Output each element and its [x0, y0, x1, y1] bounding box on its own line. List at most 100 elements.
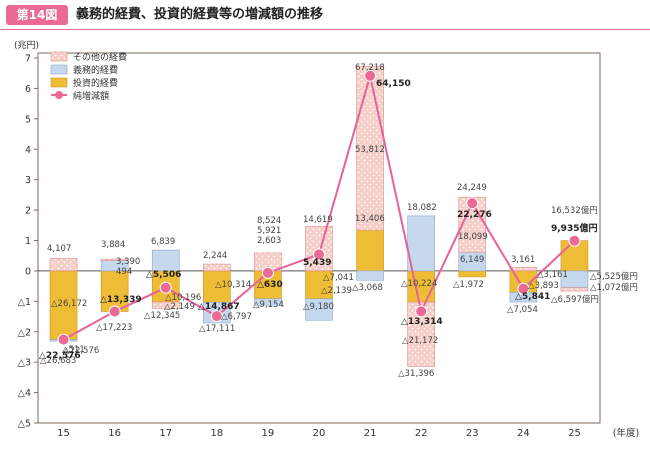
value-label: △31,396	[398, 369, 434, 379]
bar-other	[203, 263, 231, 272]
bar-mandatory	[305, 298, 333, 321]
value-label: △22,576	[63, 346, 99, 356]
value-label: △2,139	[321, 286, 352, 296]
net-change-label: △14,867	[198, 302, 240, 312]
net-change-label: 9,935億円	[551, 222, 597, 234]
net-change-marker	[568, 234, 581, 247]
x-tick-label: 16	[108, 428, 121, 439]
legend-label-net: 純増減額	[73, 90, 109, 102]
bar-mandatory	[356, 270, 384, 281]
value-label: △9,154	[253, 300, 284, 310]
x-tick-label: 18	[210, 428, 223, 439]
x-tick-label: 20	[313, 428, 326, 439]
y-tick-label: 7	[25, 54, 31, 65]
y-tick-label: 0	[25, 266, 31, 277]
net-change-label: △22,576	[39, 351, 81, 361]
bar-other	[49, 258, 78, 272]
net-change-marker	[57, 333, 70, 346]
y-tick-label: 6	[25, 84, 31, 95]
x-tick-label: 25	[568, 428, 581, 439]
bar-other	[100, 258, 129, 261]
value-label: 14,619	[303, 215, 333, 225]
figure-title: 義務的経費、投資的経費等の増減額の推移	[76, 7, 324, 22]
bar-investment	[203, 270, 231, 303]
bar-investment	[305, 270, 333, 300]
value-label: △26,172	[51, 299, 87, 309]
bar-other	[356, 66, 384, 231]
value-label: 67,218	[355, 63, 385, 73]
net-change-label: △5,506	[146, 270, 181, 280]
value-label: 18,082	[407, 203, 437, 213]
value-label: △17,223	[96, 323, 132, 333]
figure-number-badge: 第14図	[6, 5, 68, 25]
y-tick-label: △4	[18, 388, 31, 399]
value-label: 53,812	[355, 145, 385, 155]
bar-mandatory	[254, 298, 282, 306]
net-change-label: △5,841	[515, 292, 550, 302]
value-label: 3,390	[116, 257, 140, 267]
legend-swatch-other	[50, 51, 68, 62]
bar-mandatory	[151, 249, 180, 272]
value-label: △21,172	[402, 336, 438, 346]
net-change-label: 64,150	[376, 79, 411, 89]
bar-investment	[458, 270, 487, 278]
y-tick-label: 4	[25, 145, 31, 156]
legend-label-other: その他の経費	[73, 51, 127, 63]
net-change-marker	[466, 197, 479, 210]
legend-label-investment: 投資的経費	[73, 77, 118, 89]
value-label: △6,597億円	[551, 294, 599, 305]
net-change-label: △630	[257, 280, 283, 290]
net-change-marker	[517, 282, 530, 295]
x-tick-label: 19	[262, 428, 275, 439]
value-label: △511	[62, 345, 85, 355]
value-label: 4,107	[47, 244, 71, 254]
y-tick-label: △3	[18, 358, 31, 369]
net-change-label: △13,314	[401, 317, 443, 327]
net-change-marker	[364, 69, 377, 82]
legend-swatch-mandatory	[50, 64, 68, 75]
net-change-marker	[313, 248, 325, 261]
net-change-label: △13,339	[100, 295, 142, 305]
net-change-marker	[415, 305, 428, 318]
value-label: 3,161	[511, 255, 535, 265]
value-label: △17,111	[199, 324, 235, 334]
value-label: △7,041	[323, 273, 354, 283]
bar-investment	[356, 229, 384, 272]
x-tick-label: 15	[57, 428, 70, 439]
value-label: 3,884	[101, 240, 125, 250]
value-label: △26,683	[40, 356, 76, 366]
bar-investment	[49, 270, 78, 340]
x-tick-label: 22	[415, 428, 428, 439]
y-tick-label: △5	[18, 419, 31, 430]
net-change-label: 22,276	[457, 210, 492, 220]
y-tick-label: 5	[25, 114, 31, 125]
value-label: 18,099	[458, 232, 488, 242]
legend-label-mandatory: 義務的経費	[73, 64, 118, 76]
value-label: △7,054	[507, 305, 538, 315]
x-tick-label: 24	[517, 428, 530, 439]
net-change-marker	[159, 281, 172, 294]
net-change-label: 5,439	[303, 258, 331, 268]
bar-other	[560, 287, 589, 292]
value-label: △1,972	[453, 280, 484, 290]
net-change-marker	[210, 310, 223, 323]
value-label: 2,603	[257, 236, 281, 246]
y-tick-label: 2	[25, 206, 31, 217]
value-label: 494	[116, 267, 132, 277]
y-tick-label: △1	[18, 297, 31, 308]
bar-investment	[100, 270, 129, 312]
y-tick-label: △2	[18, 327, 31, 338]
value-label: △3,161	[537, 270, 568, 280]
value-label: △2,149	[164, 302, 195, 312]
figure-header: 第14図 義務的経費、投資的経費等の増減額の推移	[0, 0, 650, 30]
value-label: 6,839	[151, 237, 175, 247]
chart-legend: その他の経費 義務的経費 投資的経費 純増減額	[50, 51, 127, 102]
value-label: △1,072億円	[590, 282, 638, 293]
value-label: △5,525億円	[590, 271, 638, 282]
value-label: 24,249	[457, 183, 487, 193]
legend-marker-net	[55, 91, 63, 99]
x-tick-label: 23	[466, 428, 479, 439]
header-divider	[0, 29, 650, 30]
value-label: △12,345	[144, 311, 180, 321]
bar-other	[151, 301, 180, 309]
